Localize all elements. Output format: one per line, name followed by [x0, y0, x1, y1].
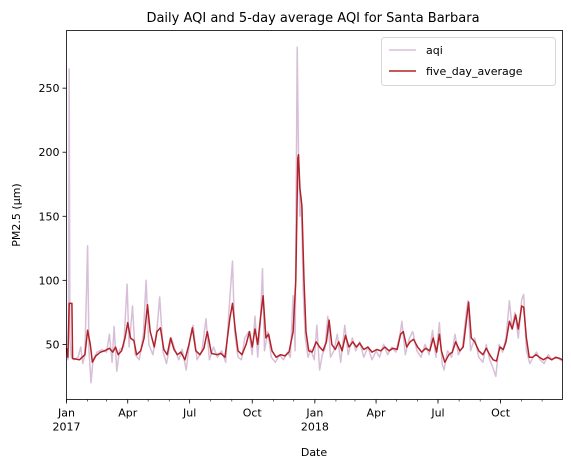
series-layer — [65, 46, 563, 384]
legend: aqi five_day_average — [381, 37, 556, 86]
legend-label-five-day-average: five_day_average — [426, 65, 523, 78]
series-line-five-day-average — [65, 154, 563, 364]
x-tick-label: Apr — [118, 407, 138, 420]
x-tick-label: Jan — [305, 407, 323, 420]
y-tick-label: 100 — [39, 274, 60, 287]
x-tick-label: Jul — [430, 407, 444, 420]
y-tick-label: 150 — [39, 210, 60, 223]
y-axis: 50 100 150 200 250 — [39, 82, 67, 351]
y-tick-label: 200 — [39, 146, 60, 159]
x-tick-year-label: 2018 — [301, 421, 329, 434]
x-tick-label: Apr — [367, 407, 387, 420]
x-axis-label: Date — [301, 446, 328, 459]
y-axis-label: PM2.5 (μm) — [10, 183, 23, 246]
x-tick-label: Oct — [243, 407, 263, 420]
y-tick-label: 50 — [46, 338, 60, 351]
legend-label-aqi: aqi — [426, 44, 443, 57]
x-tick-label: Oct — [491, 407, 511, 420]
x-tick-year-label: 2017 — [53, 421, 81, 434]
x-tick-label: Jul — [182, 407, 196, 420]
legend-frame — [381, 37, 556, 86]
x-tick-label: Jan — [57, 407, 75, 420]
series-line-aqi — [65, 46, 563, 384]
chart-title: Daily AQI and 5-day average AQI for Sant… — [146, 11, 479, 26]
y-tick-label: 250 — [39, 82, 60, 95]
